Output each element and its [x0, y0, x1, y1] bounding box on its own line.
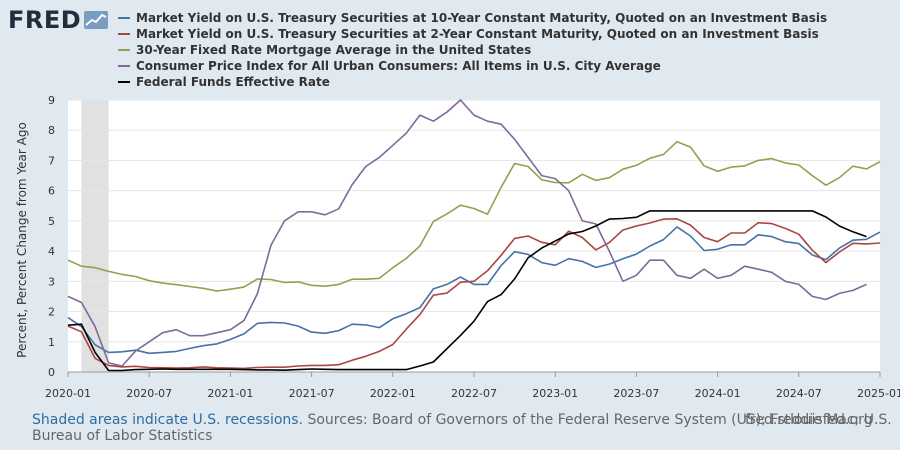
legend-label: Market Yield on U.S. Treasury Securities…	[136, 27, 819, 41]
y-tick-label: 5	[48, 215, 55, 228]
y-axis-ticks: 0 1 2 3 4 5 6 7 8 9	[48, 94, 55, 379]
legend-swatch	[118, 33, 130, 35]
plot-area	[68, 100, 880, 372]
legend-item[interactable]: Market Yield on U.S. Treasury Securities…	[118, 26, 893, 42]
series-line-2	[67, 218, 881, 370]
y-tick-label: 6	[48, 185, 55, 198]
x-tick-label: 2022-07	[451, 387, 497, 400]
source-credit[interactable]: fred.stlouisfed.org	[745, 412, 873, 428]
legend-item[interactable]: Market Yield on U.S. Treasury Securities…	[118, 10, 893, 26]
x-tick-label: 2020-01	[45, 387, 91, 400]
footer-notes: Shaded areas indicate U.S. recessions. S…	[32, 412, 900, 444]
legend-label: Consumer Price Index for All Urban Consu…	[136, 59, 661, 73]
series-line-3	[67, 140, 881, 292]
sources-note: Sources: Board of Governors of the Feder…	[32, 412, 892, 444]
chart-trend-icon	[84, 11, 109, 29]
series-line-5	[67, 210, 867, 372]
x-tick-label: 2021-01	[207, 387, 253, 400]
y-tick-label: 0	[48, 366, 55, 379]
y-tick-label: 4	[48, 245, 55, 258]
x-tick-label: 2021-07	[289, 387, 335, 400]
legend-item[interactable]: Consumer Price Index for All Urban Consu…	[118, 58, 893, 74]
y-tick-label: 2	[48, 306, 55, 319]
x-tick-label: 2024-07	[776, 387, 822, 400]
legend-label: Federal Funds Effective Rate	[136, 75, 330, 89]
y-tick-label: 7	[48, 154, 55, 167]
x-axis-ticks: 2020-01 2020-07 2021-01 2021-07 2022-01 2022-…	[45, 371, 900, 400]
y-tick-label: 9	[48, 94, 55, 107]
legend-swatch	[118, 49, 130, 51]
x-tick-label: 2023-07	[613, 387, 659, 400]
series-lines	[67, 99, 881, 372]
x-tick-label: 2023-01	[532, 387, 578, 400]
y-tick-label: 8	[48, 124, 55, 137]
chart-legend: Market Yield on U.S. Treasury Securities…	[118, 10, 893, 90]
series-line-1	[67, 226, 881, 355]
fred-logo[interactable]: FRED	[8, 6, 109, 34]
y-axis-label: Percent, Percent Change from Year Ago	[15, 122, 29, 358]
x-tick-label: 2022-01	[370, 387, 416, 400]
x-tick-label: 2020-07	[126, 387, 172, 400]
legend-label: Market Yield on U.S. Treasury Securities…	[136, 11, 828, 25]
y-tick-label: 3	[48, 275, 55, 288]
legend-swatch	[118, 17, 130, 19]
recession-note[interactable]: Shaded areas indicate U.S. recessions.	[32, 412, 304, 428]
series-line-4	[67, 99, 867, 367]
legend-item[interactable]: Federal Funds Effective Rate	[118, 74, 893, 90]
x-tick-label: 2024-01	[695, 387, 741, 400]
legend-swatch	[118, 65, 130, 67]
y-tick-label: 1	[48, 336, 55, 349]
x-tick-label: 2025-01	[857, 387, 900, 400]
legend-item[interactable]: 30-Year Fixed Rate Mortgage Average in t…	[118, 42, 893, 58]
legend-label: 30-Year Fixed Rate Mortgage Average in t…	[136, 43, 532, 57]
fred-logo-text: FRED	[8, 6, 82, 34]
gridlines	[68, 99, 880, 373]
legend-swatch	[118, 81, 130, 83]
